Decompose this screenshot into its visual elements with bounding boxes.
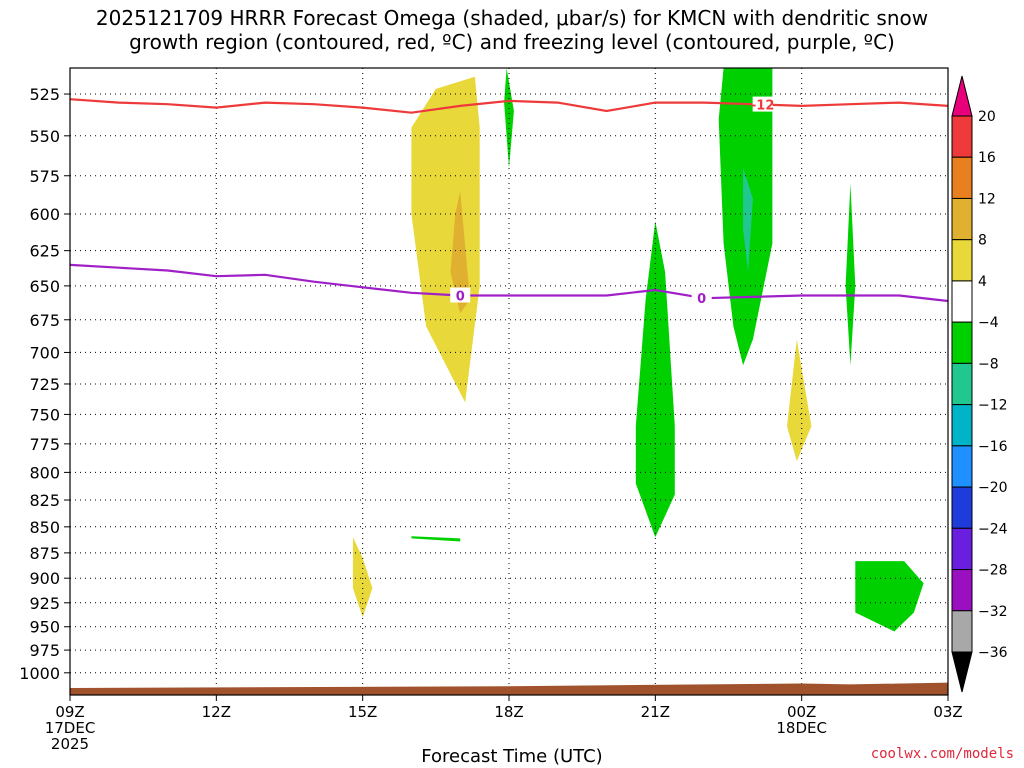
- contour-label-1-1: 0: [456, 289, 465, 304]
- contour-label-1-0: 0: [697, 292, 706, 307]
- x-tick-label-3-0: 12Z: [202, 703, 231, 721]
- colorbar-bin-5: [951, 321, 973, 364]
- omega-region-5: [635, 221, 675, 538]
- omega-region-7: [743, 167, 753, 272]
- colorbar-label-3: 8: [978, 233, 987, 249]
- colorbar-label-1: 16: [978, 150, 996, 166]
- y-tick-label-575: 575: [29, 167, 60, 186]
- x-tick-label-15-0: 00Z: [787, 703, 816, 721]
- terrain-fill: [70, 682, 948, 695]
- colorbar-bin-7: [951, 404, 973, 447]
- surface-terrain: [70, 682, 948, 695]
- omega-region-4: [504, 68, 514, 168]
- y-tick-label-600: 600: [29, 205, 60, 224]
- omega-region-0: [411, 76, 480, 403]
- x-tick-label-0-2: 2025: [51, 735, 89, 753]
- y-axis: 525 550 575 600 625 650 675 700 725 750 775 800 825 8…: [19, 85, 70, 683]
- omega-region-1: [450, 191, 470, 314]
- colorbar-bin-12: [951, 610, 973, 653]
- omega-shading: [352, 68, 924, 632]
- colorbar-bin-2: [951, 197, 973, 241]
- y-tick-label-800: 800: [29, 463, 60, 482]
- contours: -12 0 0: [69, 96, 949, 307]
- colorbar-label-0: 20: [978, 109, 996, 125]
- credit-text: coolwx.com/models: [870, 746, 1014, 762]
- omega-region-3: [787, 339, 812, 462]
- y-tick-label-725: 725: [29, 375, 60, 394]
- y-tick-label-950: 950: [29, 618, 60, 637]
- contour-line-1: [69, 263, 949, 303]
- omega-region-8: [845, 183, 856, 366]
- colorbar-bin-11: [951, 569, 973, 612]
- colorbar-label-5: −4: [978, 315, 999, 331]
- colorbar-top-triangle: [951, 75, 973, 117]
- colorbar-bin-9: [951, 486, 973, 529]
- colorbar-label-8: −16: [978, 439, 1008, 455]
- y-tick-label-650: 650: [29, 277, 60, 296]
- x-tick-label-12-0: 21Z: [641, 703, 670, 721]
- y-tick-label-925: 925: [29, 594, 60, 613]
- colorbar-bottom-triangle: [951, 651, 973, 693]
- x-tick-label-18-0: 03Z: [933, 703, 962, 721]
- y-tick-label-875: 875: [29, 544, 60, 563]
- colorbar-bin-3: [951, 239, 973, 282]
- colorbar-label-13: −36: [978, 645, 1008, 661]
- colorbar-label-12: −32: [978, 604, 1008, 620]
- colorbar-bin-8: [951, 445, 973, 488]
- omega-region-9: [855, 561, 924, 632]
- y-tick-label-850: 850: [29, 518, 60, 537]
- y-tick-label-675: 675: [29, 311, 60, 330]
- omega-region-10: [411, 536, 461, 542]
- y-tick-label-700: 700: [29, 343, 60, 362]
- y-tick-label-625: 625: [29, 242, 60, 261]
- y-tick-label-900: 900: [29, 569, 60, 588]
- colorbar-label-2: 12: [978, 191, 996, 207]
- colorbar-label-7: −12: [978, 398, 1008, 414]
- colorbar-bin-0: [951, 115, 973, 158]
- colorbar-label-11: −28: [978, 563, 1008, 579]
- colorbar-label-9: −20: [978, 480, 1008, 496]
- y-tick-label-825: 825: [29, 491, 60, 510]
- colorbar-label-10: −24: [978, 521, 1008, 537]
- x-tick-label-0-0: 09Z: [55, 703, 84, 721]
- contour-label-bg-1-1: [450, 287, 471, 303]
- y-tick-label-1000: 1000: [19, 664, 60, 683]
- colorbar-bin-1: [951, 156, 973, 199]
- chart-title-line-1: 2025121709 HRRR Forecast Omega (shaded, …: [95, 6, 929, 30]
- colorbar-bin-6: [951, 362, 973, 406]
- chart-title: 2025121709 HRRR Forecast Omega (shaded, …: [0, 6, 1024, 54]
- y-tick-label-525: 525: [29, 85, 60, 104]
- colorbar: 20 16 12 8 4 −4 −8 −12 −16 −20 −24 −28 −32 −36: [951, 75, 1008, 693]
- x-tick-label-0-1: 17DEC: [45, 719, 96, 737]
- colorbar-label-6: −8: [978, 356, 999, 372]
- x-axis-label: Forecast Time (UTC): [421, 746, 603, 767]
- chart-title-line-2: growth region (contoured, red, ºC) and f…: [129, 30, 895, 54]
- colorbar-label-4: 4: [978, 274, 987, 290]
- x-tick-label-9-0: 18Z: [494, 703, 523, 721]
- contour-label-0-0: -12: [751, 99, 775, 114]
- y-tick-label-775: 775: [29, 435, 60, 454]
- contour-line-0: [69, 98, 949, 114]
- y-tick-label-750: 750: [29, 405, 60, 424]
- x-tick-label-6-0: 15Z: [348, 703, 377, 721]
- contour-label-bg-1-0: [691, 289, 712, 305]
- colorbar-bin-4: [951, 280, 973, 323]
- omega-region-2: [352, 537, 373, 618]
- y-tick-label-975: 975: [29, 641, 60, 660]
- contour-label-bg-0-0: [752, 96, 773, 112]
- x-tick-label-15-1: 18DEC: [776, 719, 827, 737]
- colorbar-bin-10: [951, 527, 973, 571]
- y-tick-label-550: 550: [29, 127, 60, 146]
